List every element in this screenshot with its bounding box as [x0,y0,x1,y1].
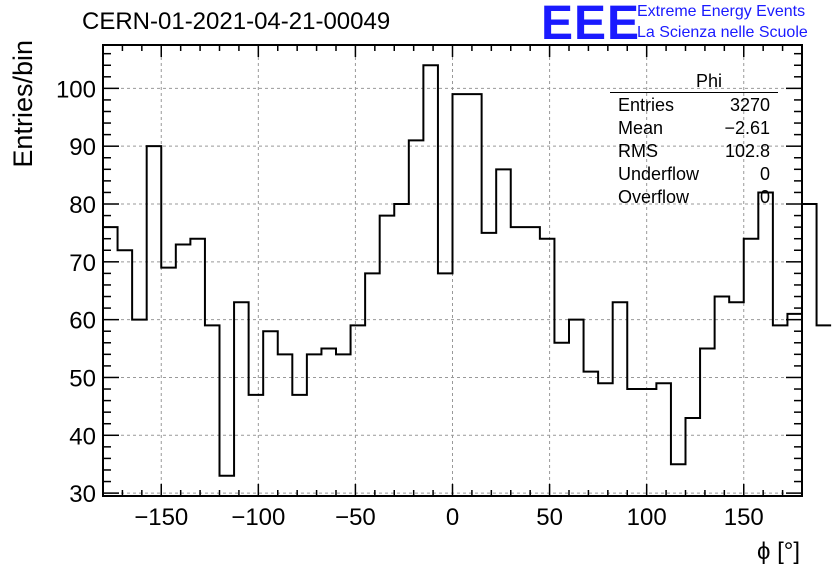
stats-value: 0 [759,164,770,184]
histogram-series [103,64,832,477]
stats-label: Underflow [618,164,700,184]
y-tick-label: 60 [69,308,96,335]
x-axis-label: ϕ [°] [757,538,800,565]
y-tick-labels: 30 40 50 60 70 80 90 100 [56,76,96,508]
eee-logo: EEE [541,0,641,50]
x-tick-labels: −150 −100 −50 0 50 100 150 [134,504,764,531]
x-tick-label: 100 [627,504,667,531]
stats-row-overflow: Overflow 0 [610,186,778,209]
stats-box-title: Phi [695,71,722,91]
logo-caption-line1: Extreme Energy Events [637,3,806,20]
y-tick-label: 90 [69,134,96,161]
stats-label: Mean [618,118,664,138]
stats-row-mean: Mean −2.61 [610,117,778,140]
x-tick-label: 50 [536,504,563,531]
x-tick-label: 0 [446,504,459,531]
stats-row-rms: RMS 102.8 [610,140,778,163]
stats-divider [610,92,778,93]
x-tick-label: −100 [231,504,285,531]
stats-label: Overflow [618,187,690,207]
y-tick-label: 40 [69,423,96,450]
x-tick-label: −50 [335,504,376,531]
chart-title: CERN-01-2021-04-21-00049 [82,8,391,35]
y-tick-label: 80 [69,192,96,219]
stats-label: Entries [618,95,675,115]
x-tick-label: −150 [134,504,188,531]
stats-value: −2.61 [724,118,770,138]
y-tick-label: 100 [56,76,96,103]
y-tick-label: 30 [69,481,96,508]
stats-row-entries: Entries 3270 [610,94,778,117]
y-tick-label: 50 [69,365,96,392]
x-tick-label: 150 [724,504,764,531]
stats-value: 102.8 [724,141,770,161]
axis-ticks [102,45,803,496]
y-axis-label: Entries/bin [8,40,38,168]
logo-caption-line2: La Scienza nelle Scuole [637,24,808,41]
stats-box: Phi Entries 3270 Mean −2.61 RMS 102.8 Un… [610,70,778,209]
stats-row-underflow: Underflow 0 [610,163,778,186]
y-tick-label: 70 [69,250,96,277]
stats-value: 3270 [729,95,770,115]
stats-label: RMS [618,141,658,161]
stats-value: 0 [759,187,770,207]
